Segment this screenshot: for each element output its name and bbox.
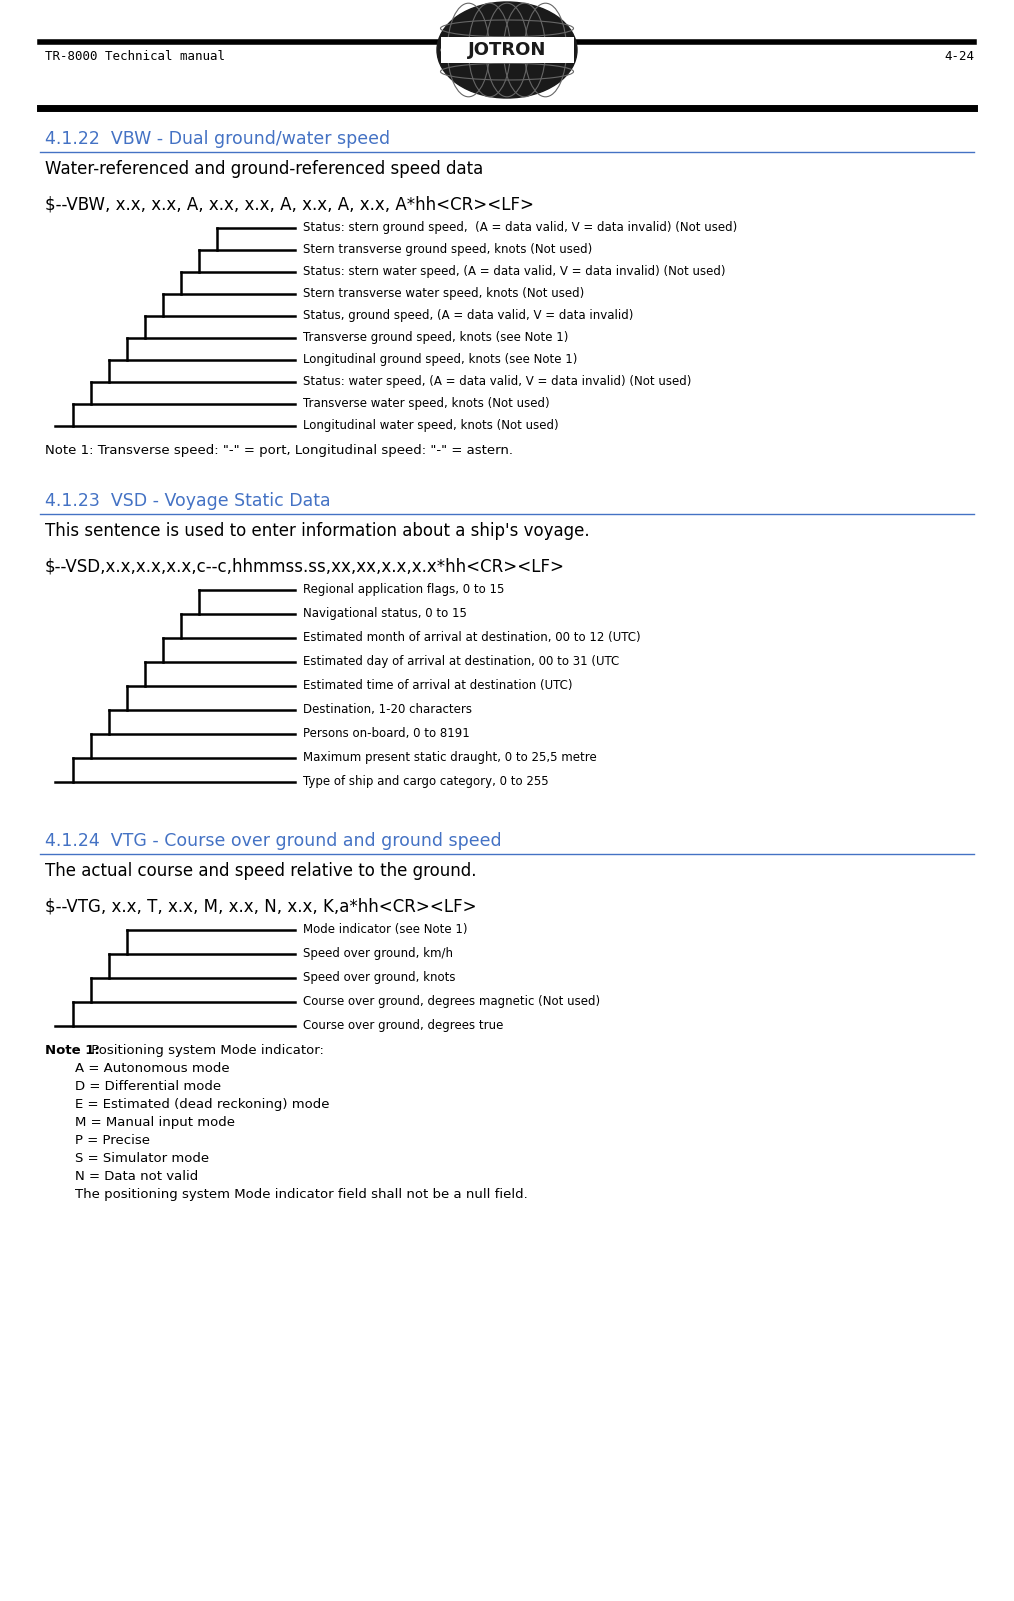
Text: Estimated month of arrival at destination, 00 to 12 (UTC): Estimated month of arrival at destinatio…: [303, 631, 641, 645]
Text: Status: stern ground speed,  (A = data valid, V = data invalid) (Not used): Status: stern ground speed, (A = data va…: [303, 221, 737, 234]
Text: S = Simulator mode: S = Simulator mode: [75, 1153, 209, 1166]
Text: 4.1.23  VSD - Voyage Static Data: 4.1.23 VSD - Voyage Static Data: [45, 492, 331, 511]
Text: P = Precise: P = Precise: [75, 1134, 150, 1146]
Text: Status: stern water speed, (A = data valid, V = data invalid) (Not used): Status: stern water speed, (A = data val…: [303, 266, 725, 279]
Text: Mode indicator (see Note 1): Mode indicator (see Note 1): [303, 924, 467, 937]
Text: The actual course and speed relative to the ground.: The actual course and speed relative to …: [45, 861, 477, 881]
Text: 4-24: 4-24: [944, 50, 974, 62]
Text: Persons on-board, 0 to 8191: Persons on-board, 0 to 8191: [303, 727, 469, 741]
Text: Course over ground, degrees true: Course over ground, degrees true: [303, 1020, 503, 1033]
Text: TR-8000 Technical manual: TR-8000 Technical manual: [45, 50, 225, 62]
Text: Longitudinal water speed, knots (Not used): Longitudinal water speed, knots (Not use…: [303, 419, 559, 432]
Text: Stern transverse ground speed, knots (Not used): Stern transverse ground speed, knots (No…: [303, 243, 592, 256]
Text: $--VSD,x.x,x.x,x.x,c--c,hhmmss.ss,xx,xx,x.x,x.x*hh<CR><LF>: $--VSD,x.x,x.x,x.x,c--c,hhmmss.ss,xx,xx,…: [45, 557, 565, 575]
Text: JOTRON: JOTRON: [467, 42, 547, 59]
Text: Stern transverse water speed, knots (Not used): Stern transverse water speed, knots (Not…: [303, 288, 584, 301]
Text: A = Autonomous mode: A = Autonomous mode: [75, 1061, 229, 1074]
Text: $--VTG, x.x, T, x.x, M, x.x, N, x.x, K,a*hh<CR><LF>: $--VTG, x.x, T, x.x, M, x.x, N, x.x, K,a…: [45, 897, 477, 916]
Text: Status, ground speed, (A = data valid, V = data invalid): Status, ground speed, (A = data valid, V…: [303, 309, 634, 322]
Text: Note 1: Transverse speed: "-" = port, Longitudinal speed: "-" = astern.: Note 1: Transverse speed: "-" = port, Lo…: [45, 443, 513, 456]
Text: 4.1.24  VTG - Course over ground and ground speed: 4.1.24 VTG - Course over ground and grou…: [45, 833, 502, 850]
Text: Destination, 1-20 characters: Destination, 1-20 characters: [303, 703, 472, 717]
Text: Positioning system Mode indicator:: Positioning system Mode indicator:: [87, 1044, 323, 1057]
Text: $--VBW, x.x, x.x, A, x.x, x.x, A, x.x, A, x.x, A*hh<CR><LF>: $--VBW, x.x, x.x, A, x.x, x.x, A, x.x, A…: [45, 195, 534, 213]
Text: Maximum present static draught, 0 to 25,5 metre: Maximum present static draught, 0 to 25,…: [303, 751, 597, 765]
Text: Estimated time of arrival at destination (UTC): Estimated time of arrival at destination…: [303, 679, 573, 693]
Text: Type of ship and cargo category, 0 to 255: Type of ship and cargo category, 0 to 25…: [303, 775, 549, 789]
Text: Transverse ground speed, knots (see Note 1): Transverse ground speed, knots (see Note…: [303, 331, 569, 344]
Text: Water-referenced and ground-referenced speed data: Water-referenced and ground-referenced s…: [45, 160, 484, 178]
Text: Transverse water speed, knots (Not used): Transverse water speed, knots (Not used): [303, 397, 550, 410]
Text: E = Estimated (dead reckoning) mode: E = Estimated (dead reckoning) mode: [75, 1098, 330, 1111]
Text: Speed over ground, knots: Speed over ground, knots: [303, 972, 455, 985]
Text: The positioning system Mode indicator field shall not be a null field.: The positioning system Mode indicator fi…: [75, 1188, 527, 1201]
Text: Estimated day of arrival at destination, 00 to 31 (UTC: Estimated day of arrival at destination,…: [303, 655, 620, 669]
FancyBboxPatch shape: [440, 37, 574, 64]
Text: Course over ground, degrees magnetic (Not used): Course over ground, degrees magnetic (No…: [303, 996, 600, 1009]
Text: 4.1.22  VBW - Dual ground/water speed: 4.1.22 VBW - Dual ground/water speed: [45, 130, 390, 147]
Text: N = Data not valid: N = Data not valid: [75, 1170, 199, 1183]
Text: Regional application flags, 0 to 15: Regional application flags, 0 to 15: [303, 583, 504, 597]
Text: Note 1:: Note 1:: [45, 1044, 99, 1057]
Text: Status: water speed, (A = data valid, V = data invalid) (Not used): Status: water speed, (A = data valid, V …: [303, 376, 692, 389]
Text: This sentence is used to enter information about a ship's voyage.: This sentence is used to enter informati…: [45, 522, 589, 540]
Text: D = Differential mode: D = Differential mode: [75, 1081, 221, 1093]
Text: M = Manual input mode: M = Manual input mode: [75, 1116, 235, 1129]
Ellipse shape: [437, 2, 577, 98]
Text: Navigational status, 0 to 15: Navigational status, 0 to 15: [303, 607, 466, 621]
Text: Speed over ground, km/h: Speed over ground, km/h: [303, 948, 453, 961]
Text: Longitudinal ground speed, knots (see Note 1): Longitudinal ground speed, knots (see No…: [303, 354, 577, 367]
